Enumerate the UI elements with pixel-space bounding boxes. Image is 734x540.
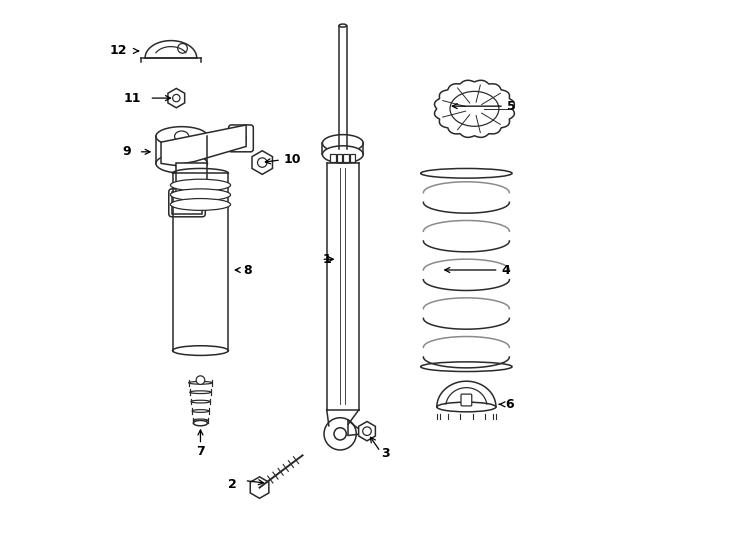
Circle shape [258,158,267,167]
Ellipse shape [175,158,189,168]
Ellipse shape [322,134,363,152]
Text: 8: 8 [244,264,252,276]
Text: 4: 4 [501,264,510,276]
Circle shape [172,94,180,102]
Circle shape [334,428,346,440]
Text: 11: 11 [124,92,142,105]
Ellipse shape [437,402,496,412]
Circle shape [236,133,247,144]
Ellipse shape [170,199,230,211]
Circle shape [196,376,205,384]
FancyBboxPatch shape [330,154,336,162]
FancyBboxPatch shape [169,189,206,217]
Ellipse shape [192,410,208,413]
Polygon shape [161,125,246,165]
FancyBboxPatch shape [337,154,342,162]
Circle shape [363,427,371,435]
Text: 9: 9 [122,145,131,158]
FancyBboxPatch shape [344,154,349,162]
Text: 6: 6 [506,398,515,411]
Text: 1: 1 [323,253,332,266]
Text: 5: 5 [506,100,515,113]
FancyBboxPatch shape [228,125,253,152]
Ellipse shape [450,91,499,126]
FancyBboxPatch shape [461,394,472,406]
Ellipse shape [193,419,208,422]
Ellipse shape [156,127,208,146]
Polygon shape [172,164,208,214]
Text: 12: 12 [109,44,127,57]
Circle shape [178,44,187,53]
Ellipse shape [421,362,512,372]
Ellipse shape [170,179,230,191]
Text: 3: 3 [382,447,390,460]
Text: 10: 10 [284,153,301,166]
Ellipse shape [175,131,189,141]
Ellipse shape [421,168,512,178]
Ellipse shape [193,421,208,426]
Ellipse shape [172,346,228,355]
Ellipse shape [189,381,212,384]
Ellipse shape [191,400,210,403]
Ellipse shape [190,391,211,394]
Text: 7: 7 [196,444,205,457]
Text: 2: 2 [228,478,237,491]
Circle shape [324,418,356,450]
Ellipse shape [322,146,363,163]
Ellipse shape [339,24,346,27]
Ellipse shape [170,189,230,201]
FancyBboxPatch shape [350,154,355,162]
Ellipse shape [156,154,208,173]
Circle shape [181,198,192,208]
Ellipse shape [466,103,483,115]
